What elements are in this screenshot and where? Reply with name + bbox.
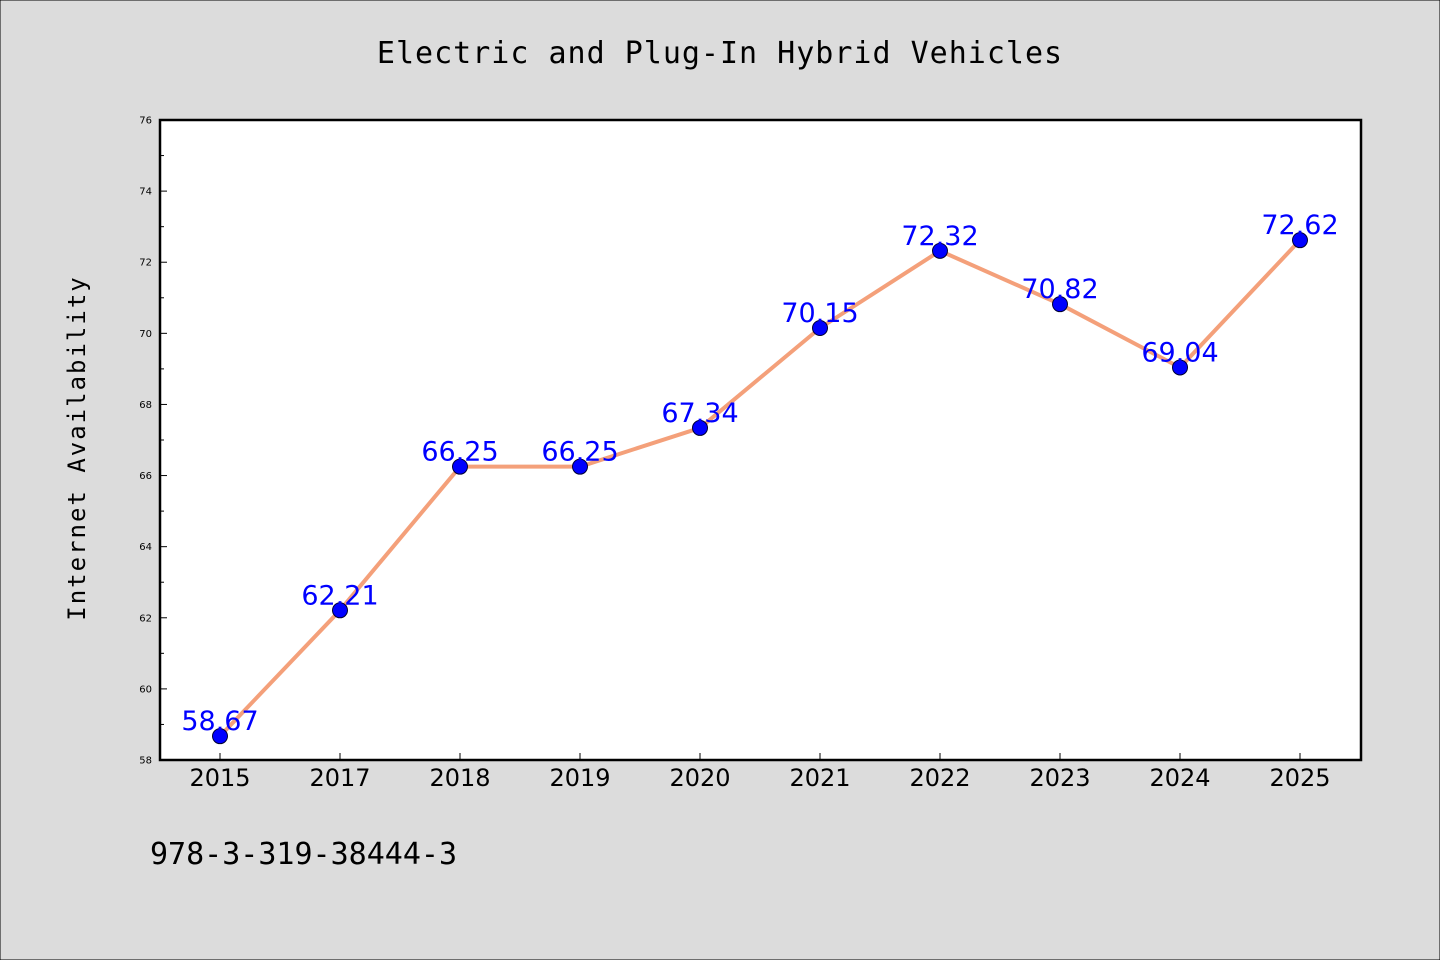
data-label: 66.25: [541, 437, 618, 468]
y-tick-label: 72: [139, 258, 152, 269]
y-axis-label: Internet Availability: [63, 275, 91, 620]
x-tick-label: 2025: [1269, 764, 1330, 792]
data-label: 66.25: [421, 437, 498, 468]
data-point: [812, 320, 828, 336]
data-label: 69.04: [1141, 337, 1218, 368]
x-tick-label: 2020: [669, 764, 730, 792]
y-tick-label: 66: [139, 471, 152, 482]
x-axis-ticks: 2015 2017 2018 2019 2020 2021 2022 2023 2024 2025: [189, 753, 1331, 792]
data-point: [452, 458, 468, 475]
y-tick-label: 70: [139, 329, 152, 340]
x-tick-label: 2017: [309, 764, 370, 792]
data-point: [932, 242, 948, 259]
y-tick-label: 58: [139, 756, 152, 767]
data-label: 67.34: [661, 398, 738, 429]
data-point: [1292, 232, 1308, 249]
x-tick-label: 2015: [189, 764, 250, 792]
y-tick-label: 76: [139, 116, 152, 127]
data-point: [1052, 296, 1068, 313]
x-tick-label: 2022: [909, 764, 970, 792]
data-point: [1172, 359, 1188, 376]
series-markers: [212, 232, 1308, 745]
chart-title: Electric and Plug-In Hybrid Vehicles: [377, 36, 1063, 71]
y-axis-ticks: 58 60 62 64 66 68 70 72 74 76: [139, 116, 167, 767]
data-label: 70.82: [1021, 274, 1098, 305]
data-label: 58.67: [181, 706, 258, 737]
data-point: [692, 419, 708, 436]
data-labels: 58.67 62.21 66.25 66.25 67.34 70.15 72.32 70.82…: [181, 210, 1338, 737]
y-tick-label: 62: [139, 613, 152, 624]
data-label: 70.15: [781, 298, 858, 329]
y-tick-label: 68: [139, 400, 152, 411]
y-tick-label: 60: [139, 684, 152, 695]
plot-area: [158, 118, 1363, 762]
data-label: 72.62: [1261, 210, 1338, 241]
x-tick-label: 2018: [429, 764, 490, 792]
x-tick-label: 2021: [789, 764, 850, 792]
data-point: [332, 602, 348, 619]
footnote: 978-3-319-38444-3: [150, 837, 457, 872]
series-line: [218, 238, 1302, 739]
x-tick-label: 2019: [549, 764, 610, 792]
data-point: [212, 728, 228, 745]
y-tick-label: 64: [139, 542, 152, 553]
data-point: [572, 458, 588, 475]
x-tick-label: 2023: [1029, 764, 1090, 792]
data-label: 72.32: [901, 221, 978, 252]
x-tick-label: 2024: [1149, 764, 1210, 792]
y-tick-label: 74: [139, 187, 152, 198]
data-label: 62.21: [301, 580, 378, 611]
